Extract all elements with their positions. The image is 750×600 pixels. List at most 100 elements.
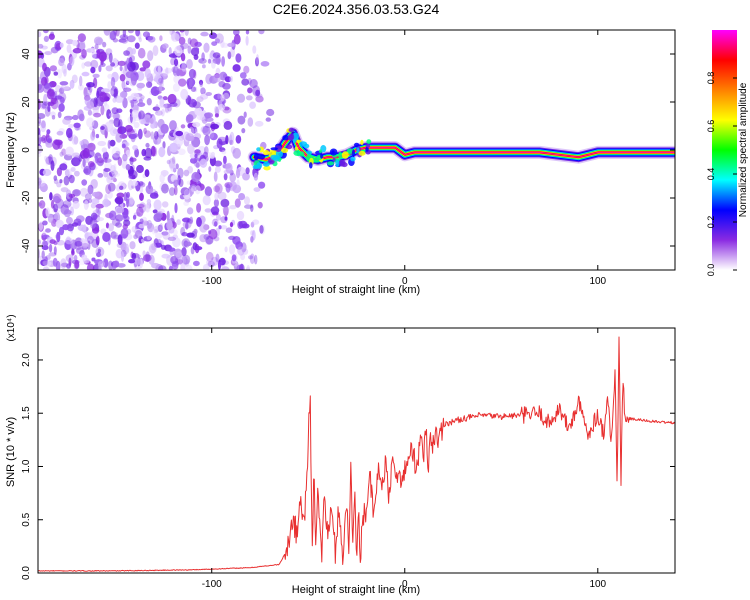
noise-speckle: [258, 181, 266, 189]
noise-speckle: [113, 260, 120, 266]
noise-speckle: [220, 198, 230, 208]
noise-speckle: [40, 52, 45, 59]
noise-speckle: [189, 99, 193, 105]
noise-speckle: [43, 82, 53, 90]
noise-speckle: [245, 167, 250, 175]
noise-speckle: [177, 255, 187, 266]
ridge-blob: [356, 147, 360, 154]
noise-speckle: [107, 81, 112, 90]
ridge-blob: [263, 165, 271, 171]
noise-speckle: [158, 83, 163, 92]
ridge-blob: [294, 146, 299, 151]
noise-speckle: [47, 214, 54, 223]
noise-speckle: [229, 222, 234, 228]
noise-speckle: [38, 182, 41, 189]
noise-speckle: [248, 255, 254, 260]
noise-speckle: [162, 68, 168, 77]
noise-speckle: [119, 74, 126, 82]
noise-speckle: [154, 110, 163, 116]
noise-speckle: [199, 158, 208, 168]
snr-frame: [37, 327, 676, 574]
noise-speckle: [50, 160, 55, 172]
noise-speckle: [73, 254, 78, 261]
noise-speckle: [62, 86, 71, 91]
ridge-blob: [274, 145, 282, 153]
noise-speckle: [252, 219, 260, 225]
noise-speckle: [78, 258, 87, 265]
noise-speckle: [257, 201, 263, 209]
noise-speckle: [167, 93, 177, 105]
noise-speckle: [169, 120, 177, 131]
noise-speckle: [229, 75, 233, 83]
noise-speckle: [128, 30, 134, 34]
noise-speckle: [98, 266, 102, 270]
noise-speckle: [126, 198, 130, 208]
noise-speckle: [159, 173, 165, 183]
noise-speckle: [217, 191, 227, 201]
noise-speckle: [174, 45, 183, 57]
noise-speckle: [233, 34, 241, 45]
noise-speckle: [115, 30, 120, 37]
noise-speckle: [64, 237, 74, 245]
noise-speckle: [156, 238, 162, 247]
noise-speckle: [169, 142, 179, 153]
colorbar-tick-label: 0.6: [706, 120, 716, 133]
noise-speckle: [218, 261, 223, 266]
noise-speckle: [120, 241, 127, 252]
noise-speckle: [122, 223, 128, 230]
noise-speckle: [200, 125, 209, 134]
noise-speckle: [82, 147, 90, 159]
noise-speckle: [204, 112, 213, 119]
noise-speckle: [83, 86, 92, 97]
noise-speckle: [223, 155, 227, 165]
noise-speckle: [56, 130, 64, 136]
noise-speckle: [47, 104, 51, 112]
noise-speckle: [155, 232, 163, 239]
noise-speckle: [150, 131, 154, 140]
noise-speckle: [182, 217, 191, 223]
noise-speckle: [187, 143, 195, 155]
noise-speckle: [100, 126, 105, 130]
y-tick-label: 40: [21, 48, 32, 60]
noise-speckle: [62, 200, 72, 208]
noise-speckle: [114, 196, 124, 205]
spectrogram-panel: -100 0 100 -40 -20 0 20 40 Height of straight …: [5, 29, 676, 296]
noise-speckle: [236, 210, 245, 221]
noise-speckle: [38, 113, 46, 119]
noise-speckle: [131, 226, 138, 233]
noise-speckle: [119, 91, 128, 98]
noise-speckle: [206, 258, 213, 267]
noise-speckle: [79, 75, 83, 87]
noise-speckle: [66, 216, 73, 225]
noise-speckle: [223, 205, 229, 217]
noise-speckle: [185, 222, 189, 230]
noise-speckle: [144, 130, 152, 138]
noise-speckle: [160, 170, 169, 176]
y-tick-label: 1.5: [21, 406, 32, 420]
noise-speckle: [86, 101, 95, 109]
noise-speckle: [39, 182, 48, 193]
noise-speckle: [110, 86, 119, 97]
noise-speckle: [173, 248, 183, 259]
noise-speckle: [95, 207, 99, 214]
noise-speckle: [137, 128, 143, 140]
noise-speckle: [213, 185, 220, 193]
noise-speckle: [129, 197, 134, 205]
noise-speckle: [46, 129, 51, 135]
noise-speckle: [116, 192, 125, 198]
noise-speckle: [151, 261, 155, 268]
noise-speckle: [209, 132, 218, 141]
noise-speckle: [211, 41, 218, 46]
noise-speckle: [172, 83, 180, 92]
noise-speckle: [209, 32, 218, 39]
noise-speckle: [47, 138, 52, 144]
noise-speckle: [38, 43, 44, 49]
noise-speckle: [164, 103, 168, 110]
ridge-blob: [338, 151, 343, 160]
noise-speckle: [147, 50, 154, 62]
ridge-blob: [341, 151, 349, 159]
noise-speckle: [167, 103, 173, 112]
noise-speckle: [196, 203, 202, 213]
noise-speckle: [38, 31, 42, 38]
noise-speckle: [199, 86, 206, 94]
